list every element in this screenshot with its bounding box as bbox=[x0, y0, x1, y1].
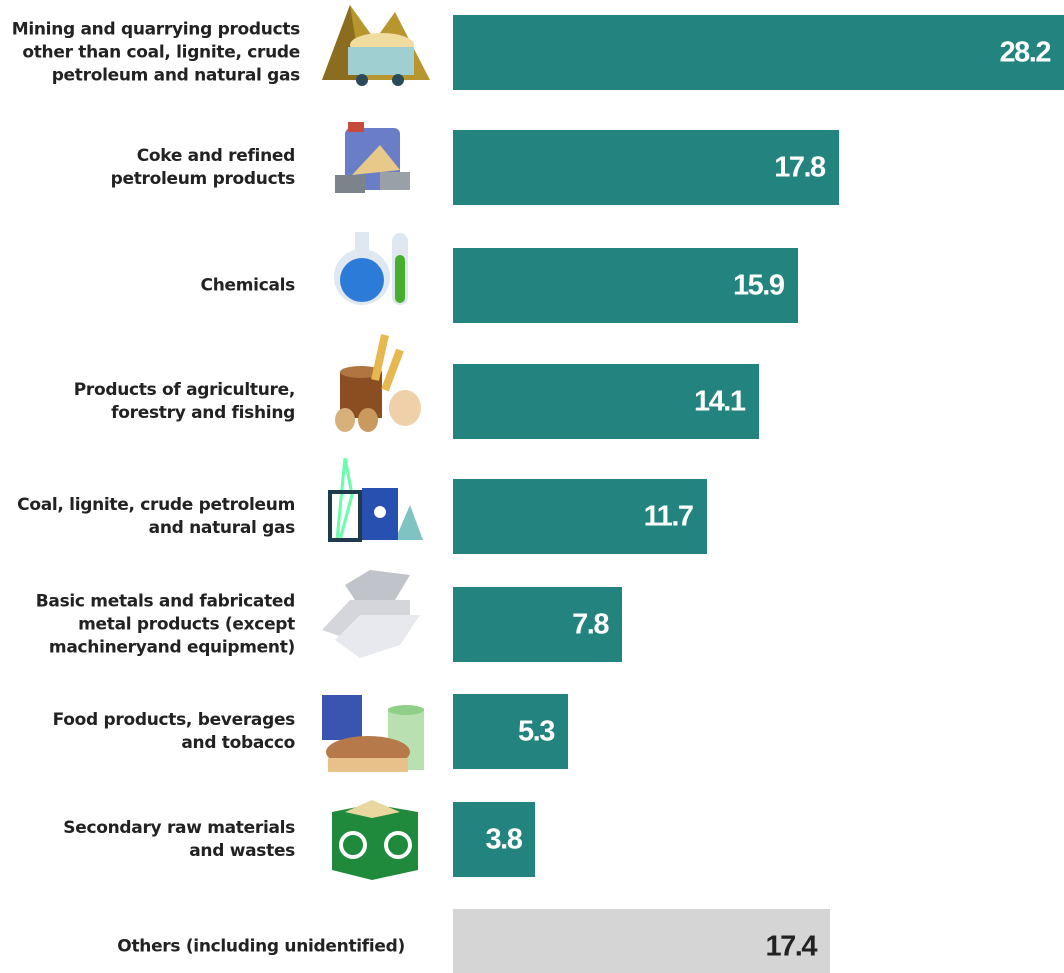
bar bbox=[453, 364, 759, 439]
category-label: Coal, lignite, crude petroleum and natur… bbox=[17, 494, 295, 538]
icon-mining bbox=[322, 5, 430, 86]
bar bbox=[453, 479, 707, 554]
category-label: Basic metals and fabricated metal produc… bbox=[35, 591, 296, 657]
bar bbox=[453, 802, 536, 877]
value-label: 5.3 bbox=[518, 715, 555, 747]
value-label: 17.4 bbox=[765, 930, 818, 962]
value-label: 15.9 bbox=[733, 269, 785, 301]
icon-recycling bbox=[332, 800, 418, 880]
value-label: 3.8 bbox=[485, 823, 523, 855]
icon-chemicals bbox=[334, 232, 408, 305]
bar bbox=[453, 694, 568, 769]
category-label: Food products, beverages and tobacco bbox=[52, 709, 296, 753]
value-label: 17.8 bbox=[774, 151, 826, 183]
bar bbox=[453, 909, 830, 973]
value-label: 14.1 bbox=[694, 385, 746, 417]
value-label: 11.7 bbox=[643, 500, 694, 532]
icon-agriculture bbox=[335, 334, 421, 432]
icon-metals bbox=[322, 570, 420, 658]
bar bbox=[453, 130, 839, 205]
icon-food bbox=[322, 695, 424, 772]
icon-coal bbox=[328, 457, 423, 542]
bar bbox=[453, 248, 798, 323]
bar bbox=[453, 587, 622, 662]
category-label: Coke and refined petroleum products bbox=[110, 145, 296, 189]
category-label: Products of agriculture, forestry and fi… bbox=[73, 379, 296, 423]
category-label: Secondary raw materials and wastes bbox=[63, 817, 295, 861]
category-label: Mining and quarrying products other than… bbox=[11, 19, 301, 85]
category-label: Chemicals bbox=[200, 275, 296, 295]
category-label: Others (including unidentified) bbox=[117, 936, 405, 956]
icon-coke bbox=[335, 122, 410, 193]
bar bbox=[453, 15, 1064, 90]
value-label: 28.2 bbox=[999, 36, 1052, 68]
value-label: 7.8 bbox=[572, 608, 609, 640]
